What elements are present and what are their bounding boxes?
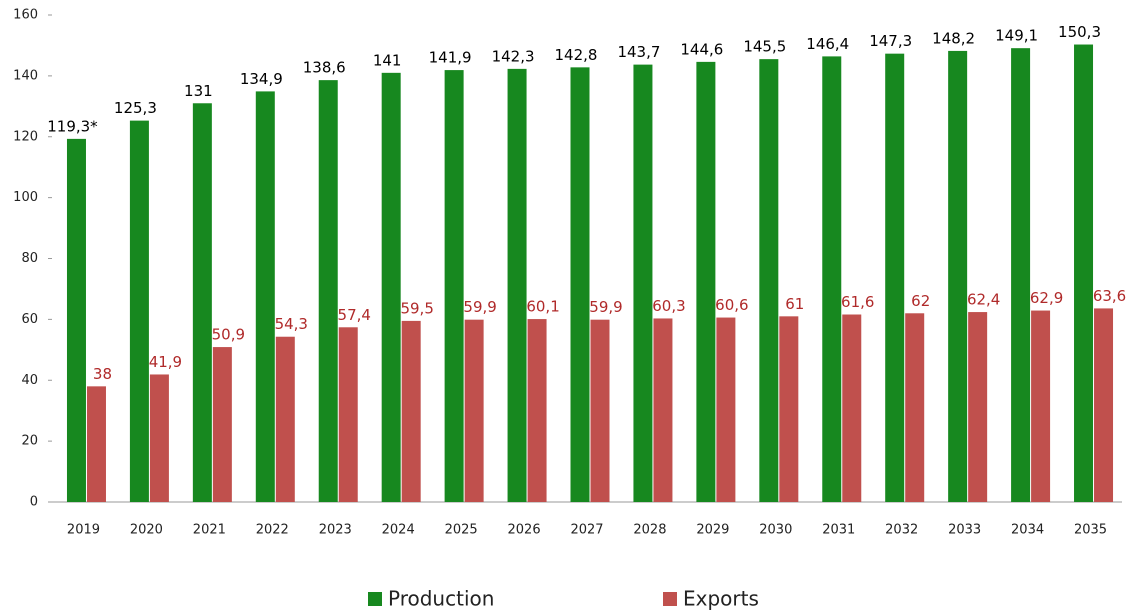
bar: [212, 347, 232, 502]
value-label: 141: [373, 51, 402, 69]
y-tick-label: 140: [13, 68, 38, 83]
x-tick-label: 2020: [130, 523, 163, 538]
x-tick-label: 2026: [508, 523, 541, 538]
value-label: 142,3: [492, 47, 535, 65]
x-tick-label: 2019: [67, 523, 100, 538]
value-label: 59,9: [589, 298, 622, 316]
value-label: 59,9: [463, 298, 496, 316]
bar: [570, 67, 590, 502]
bar: [66, 138, 86, 503]
value-label: 38: [93, 365, 112, 383]
bar: [149, 374, 169, 502]
value-label: 62,4: [967, 291, 1000, 309]
x-tick-label: 2034: [1011, 523, 1044, 538]
bar: [696, 61, 716, 502]
x-tick-label: 2033: [948, 523, 981, 538]
bar: [905, 313, 925, 502]
bar: [464, 319, 484, 502]
value-label: 60,1: [526, 298, 559, 316]
value-label: 131: [184, 82, 213, 100]
value-label: 54,3: [275, 315, 308, 333]
bar: [716, 317, 736, 502]
x-tick-label: 2024: [382, 523, 415, 538]
value-label: 144,6: [680, 40, 723, 58]
bar: [86, 386, 106, 502]
bar: [381, 72, 401, 503]
x-tick-label: 2025: [445, 523, 478, 538]
y-tick-label: 40: [21, 373, 38, 388]
bar: [842, 314, 862, 502]
y-tick-label: 20: [21, 434, 38, 449]
bar: [653, 318, 673, 502]
value-label: 142,8: [555, 46, 598, 64]
bar: [507, 68, 527, 502]
y-tick-label: 60: [21, 312, 38, 327]
bar: [338, 327, 358, 502]
x-tick-label: 2029: [696, 523, 729, 538]
bar: [948, 50, 968, 502]
bar: [401, 320, 421, 502]
value-label: 125,3: [114, 99, 157, 117]
value-label: 147,3: [869, 32, 912, 50]
value-label: 143,7: [617, 43, 660, 61]
value-label: 63,6: [1093, 287, 1126, 305]
value-label: 60,6: [715, 296, 748, 314]
x-tick-label: 2035: [1074, 523, 1107, 538]
value-label: 150,3: [1058, 23, 1101, 41]
value-label: 62: [911, 292, 930, 310]
value-label: 61: [785, 295, 804, 313]
bar: [318, 80, 338, 502]
bar: [779, 316, 799, 502]
value-label: 59,5: [400, 299, 433, 317]
y-tick-label: 120: [13, 129, 38, 144]
x-tick-label: 2032: [885, 523, 918, 538]
bar: [1031, 310, 1051, 502]
value-label: 57,4: [338, 306, 371, 324]
bar: [444, 70, 464, 503]
value-label: 138,6: [303, 59, 346, 77]
value-label: 149,1: [995, 27, 1038, 45]
x-tick-label: 2022: [256, 523, 289, 538]
legend-label: Production: [388, 587, 494, 611]
bar: [590, 319, 610, 502]
x-tick-label: 2021: [193, 523, 226, 538]
bar: [1074, 44, 1094, 502]
x-tick-label: 2031: [822, 523, 855, 538]
value-label: 50,9: [212, 326, 245, 344]
value-label: 141,9: [429, 49, 472, 67]
bar: [527, 319, 547, 502]
value-label: 62,9: [1030, 289, 1063, 307]
bar: [255, 91, 275, 502]
value-label: 60,3: [652, 297, 685, 315]
x-tick-label: 2030: [759, 523, 792, 538]
value-label: 146,4: [806, 35, 849, 53]
x-tick-label: 2027: [570, 523, 603, 538]
bar: [192, 103, 212, 503]
value-label: 119,3*: [47, 117, 98, 135]
bar: [275, 336, 295, 502]
y-tick-label: 100: [13, 190, 38, 205]
legend-swatch: [368, 592, 382, 606]
y-tick-label: 160: [13, 8, 38, 23]
bar: [968, 312, 988, 502]
value-label: 134,9: [240, 70, 283, 88]
y-tick-label: 80: [21, 251, 38, 266]
bar: [759, 59, 779, 503]
bar: [1011, 48, 1031, 502]
x-tick-label: 2028: [633, 523, 666, 538]
value-label: 148,2: [932, 29, 975, 47]
bar: [822, 56, 842, 503]
bar: [885, 53, 905, 502]
bar: [129, 120, 149, 502]
y-tick-label: 0: [30, 495, 38, 510]
value-label: 145,5: [743, 38, 786, 56]
value-label: 61,6: [841, 293, 874, 311]
legend-swatch: [663, 592, 677, 606]
bar: [633, 64, 653, 502]
value-label: 41,9: [149, 353, 182, 371]
x-tick-label: 2023: [319, 523, 352, 538]
legend-label: Exports: [683, 587, 759, 611]
bar: [1094, 308, 1114, 502]
